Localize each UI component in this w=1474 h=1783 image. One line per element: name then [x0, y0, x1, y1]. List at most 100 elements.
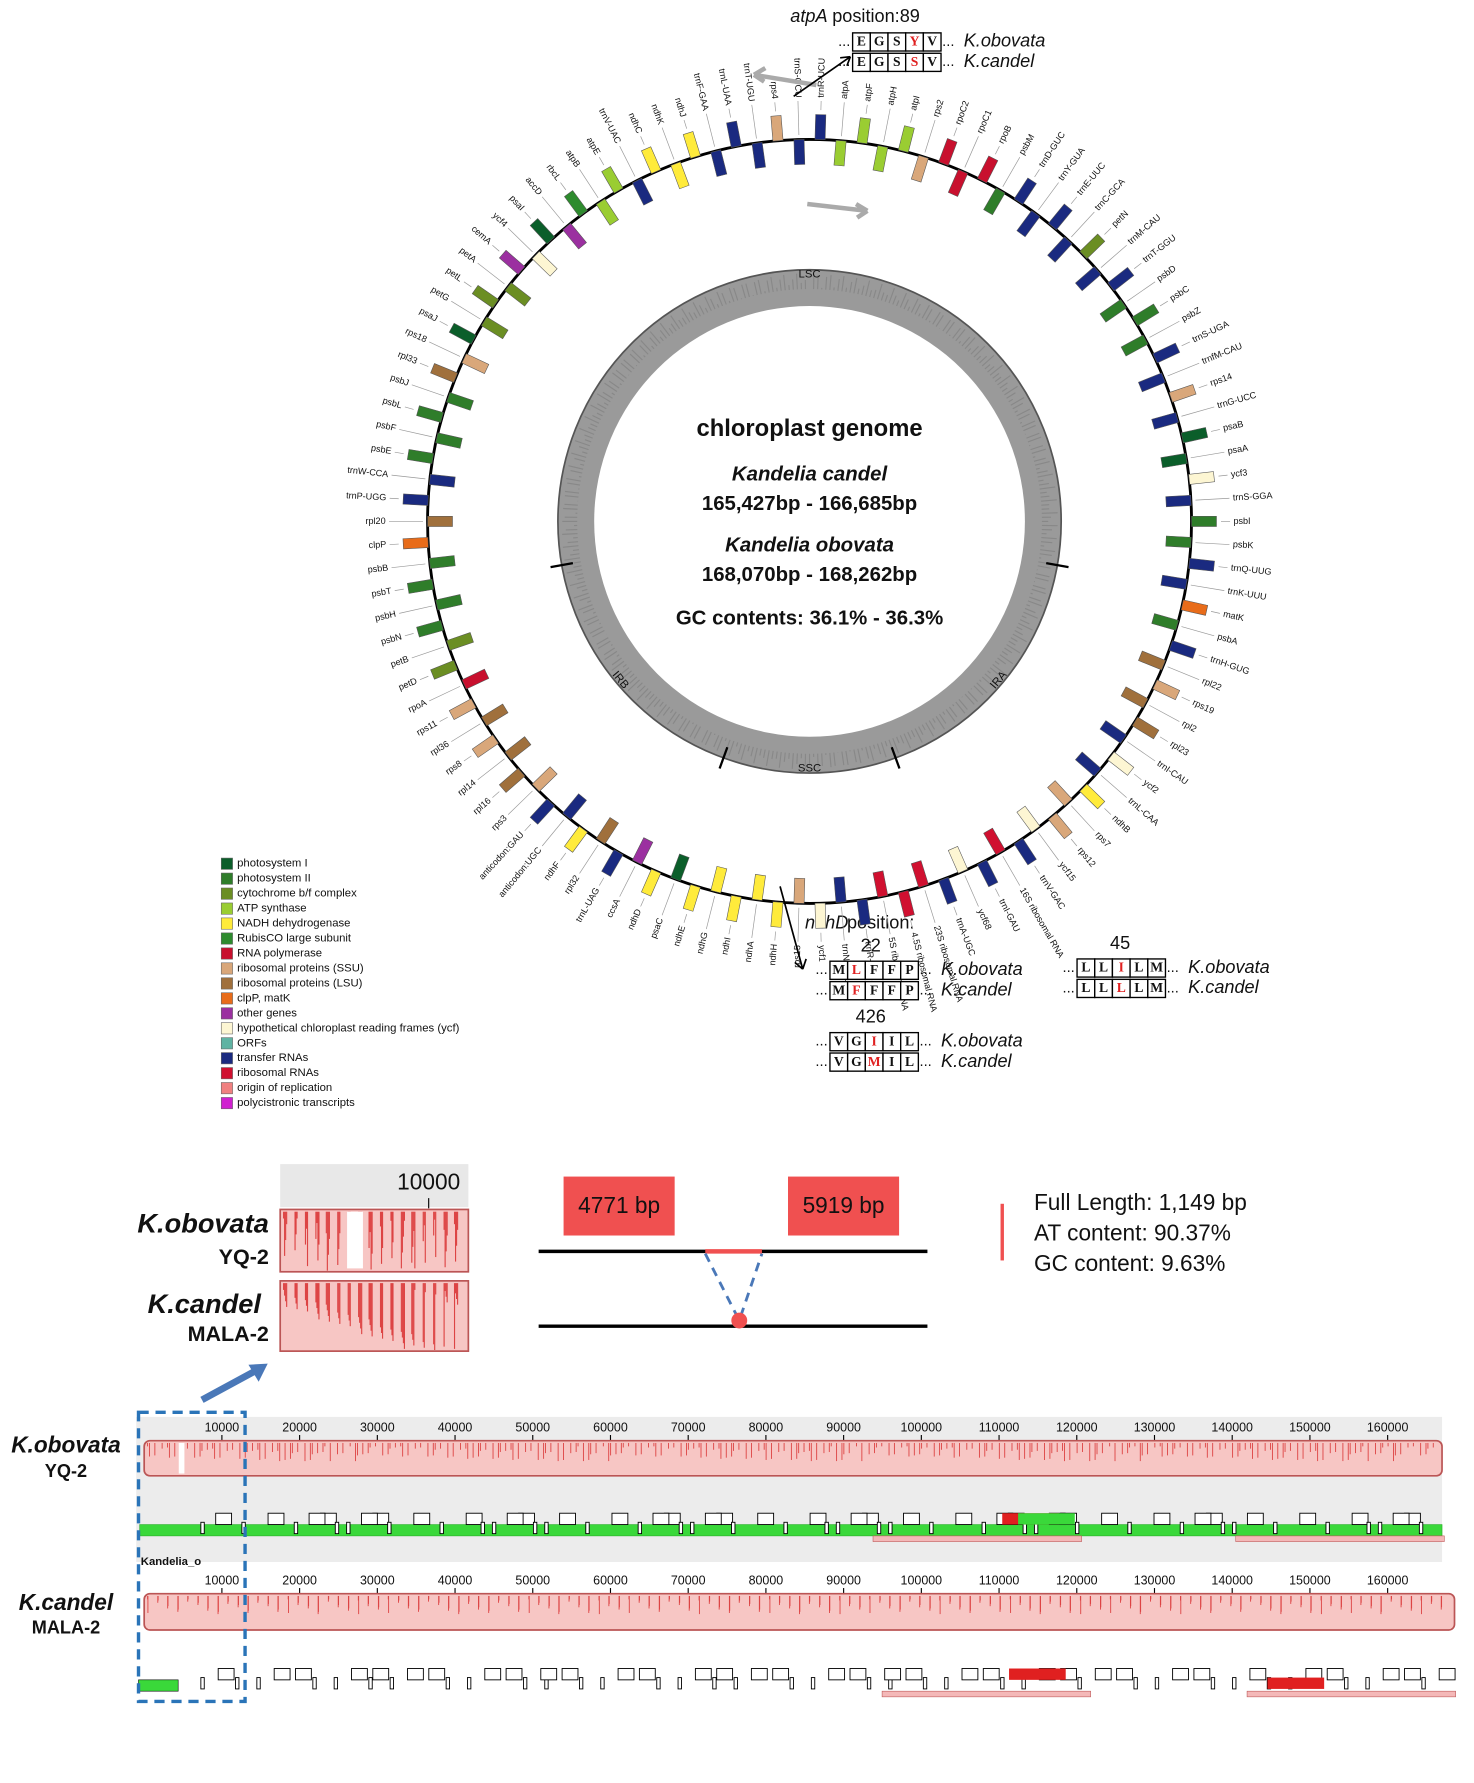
gene-block — [428, 474, 456, 488]
gc-tick — [992, 664, 1006, 675]
track-strain: MALA-2 — [32, 1618, 100, 1638]
gc-tick — [970, 688, 972, 690]
gene-label: petN — [1109, 208, 1130, 229]
ellipsis: ... — [815, 983, 827, 999]
legend-label: cytochrome b/f complex — [237, 888, 357, 900]
gc-tick — [1039, 553, 1052, 557]
gene-block — [564, 190, 588, 218]
gene-label: psbM — [1017, 132, 1037, 156]
gc-tick — [1036, 470, 1048, 474]
x-tick-label: 30000 — [360, 1421, 395, 1435]
legend-label: ORFs — [237, 1037, 267, 1049]
legend-label: origin of replication — [237, 1082, 332, 1094]
gc-tick — [778, 751, 782, 768]
gc-tick — [1037, 473, 1053, 478]
gc-tick — [573, 592, 589, 599]
flank-box — [788, 1176, 900, 1236]
gene-box — [1382, 1668, 1400, 1681]
gc-tick — [1019, 619, 1030, 625]
gene-label: ycf2 — [1141, 777, 1160, 795]
gene-block — [1160, 453, 1188, 468]
gene-label: psbL — [382, 395, 404, 410]
gene-label: psbD — [1155, 263, 1178, 284]
residue: V — [834, 1054, 844, 1069]
gene-leader — [399, 605, 433, 614]
gc-tick — [1040, 495, 1050, 498]
gene-leader — [865, 104, 868, 114]
gene-label: trnI-CAU — [1155, 758, 1190, 786]
gene-label: psaJ — [418, 306, 440, 324]
gene-block — [595, 817, 619, 845]
legend-swatch — [220, 1022, 233, 1035]
gc-tick — [958, 699, 968, 710]
gene-block — [1048, 812, 1073, 840]
gene-box — [1404, 1668, 1421, 1681]
gene-block — [428, 555, 456, 569]
gc-tick — [829, 275, 832, 290]
gene-label: psbC — [1168, 283, 1192, 303]
gc-inner-white — [594, 306, 1025, 737]
gene-leader — [1104, 808, 1112, 815]
gene-leader — [598, 877, 605, 886]
gc-tick — [582, 607, 595, 614]
gene-label: petG — [429, 284, 451, 303]
gene-block — [1151, 412, 1179, 430]
gc-tick — [574, 440, 591, 447]
residue: L — [1081, 960, 1090, 975]
gc-tick — [728, 740, 735, 756]
gc-tick — [861, 747, 863, 751]
gc-tick — [964, 337, 976, 350]
gene-label: ycf4 — [491, 210, 510, 229]
gene-box — [929, 1521, 934, 1535]
gene-block — [947, 845, 969, 874]
gene-box — [600, 1677, 605, 1690]
gene-leader — [507, 227, 533, 253]
gene-label: ndhG — [695, 931, 710, 955]
x-tick-label: 110000 — [979, 1421, 1020, 1435]
gene-label: trnC-GCA — [1093, 176, 1128, 213]
gene-block — [435, 594, 463, 611]
gc-tick — [1014, 410, 1018, 413]
gene-leader — [1198, 654, 1208, 659]
legend-swatch — [220, 917, 233, 930]
gene-block — [1165, 535, 1192, 548]
gene-label: psbJ — [389, 372, 410, 388]
legend-label: clpP, matK — [237, 992, 291, 1004]
residue: G — [874, 54, 885, 69]
gc-tick — [817, 753, 819, 769]
gc-tick — [945, 709, 956, 722]
gc-tick — [1039, 486, 1056, 490]
x-tick-label: 120000 — [1056, 1574, 1098, 1588]
gene-box — [810, 1677, 816, 1690]
gene-box — [1418, 1521, 1424, 1535]
gc-tick — [942, 711, 946, 715]
gc-tick — [928, 320, 931, 323]
residue: M — [832, 962, 845, 977]
gene-block — [562, 222, 587, 250]
gc-tick — [670, 323, 677, 332]
gc-tick — [1006, 392, 1016, 399]
gc-tick — [635, 364, 638, 367]
gene-box — [1153, 1512, 1171, 1526]
gc-tick — [587, 600, 592, 603]
flank-label: 5919 bp — [803, 1192, 885, 1218]
gene-block — [793, 877, 806, 904]
gene-block — [1151, 613, 1179, 631]
gene-block — [448, 322, 477, 345]
gc-tick — [567, 541, 579, 544]
ellipsis: ... — [1167, 960, 1179, 976]
gc-tick — [783, 274, 786, 291]
x-tick-label: 30000 — [360, 1574, 395, 1588]
residue: L — [1117, 980, 1126, 995]
gene-block — [1188, 471, 1215, 485]
gene-label: trnT-UGU — [742, 62, 757, 102]
gene-box — [733, 1677, 738, 1690]
gc-tick — [899, 292, 907, 308]
gene-leader — [1034, 169, 1040, 178]
gene-label: ndhI — [719, 936, 732, 955]
gene-label: trnT-GGU — [1141, 233, 1178, 265]
gene-box — [789, 1677, 794, 1690]
gene-box — [982, 1668, 1000, 1681]
legend-swatch — [220, 1097, 233, 1110]
gc-tick — [918, 726, 924, 735]
